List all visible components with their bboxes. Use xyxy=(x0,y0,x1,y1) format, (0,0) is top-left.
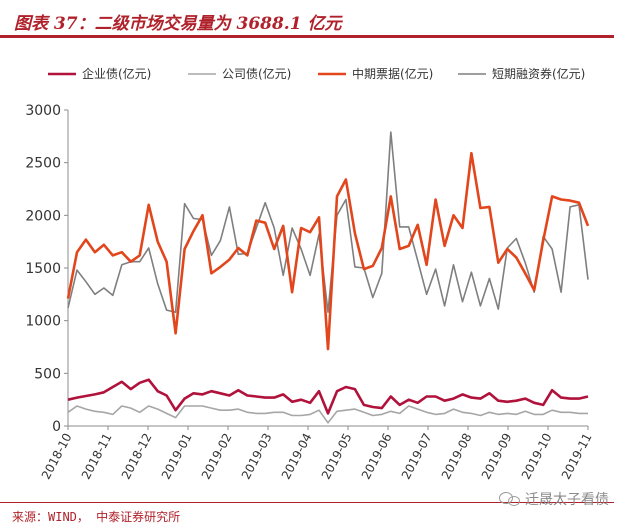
x-tick-label: 2019-06 xyxy=(359,431,395,482)
figure-title: 图表 37：二级市场交易量为 3688.1 亿元 xyxy=(14,14,342,34)
y-tick-label: 1500 xyxy=(25,261,61,277)
series-line-0 xyxy=(67,378,589,415)
series-line-3 xyxy=(67,131,589,314)
watermark-text: 迁晟太子看债 xyxy=(525,492,609,508)
source-note: 来源：WIND， 中泰证券研究所 xyxy=(12,510,181,524)
x-tick-label: 2019-01 xyxy=(159,431,195,482)
legend-label: 短期融资券(亿元) xyxy=(492,66,585,81)
x-tick-label: 2019-08 xyxy=(439,431,475,482)
x-tick-label: 2019-03 xyxy=(239,431,275,482)
y-tick-label: 2000 xyxy=(25,208,61,224)
y-tick-label: 1000 xyxy=(25,314,61,330)
legend-label: 中期票据(亿元) xyxy=(352,66,433,81)
x-tick-label: 2018-11 xyxy=(79,431,115,482)
line-chart: 企业债(亿元) 公司债(亿元) 中期票据(亿元) 短期融资券(亿元) 0 500 1000… xyxy=(25,66,594,482)
wechat-icon xyxy=(499,492,521,506)
x-tick-label: 2018-12 xyxy=(119,431,155,482)
x-tick-label: 2018-10 xyxy=(39,431,75,482)
legend: 企业债(亿元) 公司债(亿元) 中期票据(亿元) 短期融资券(亿元) xyxy=(48,66,585,81)
title-divider xyxy=(0,35,614,38)
y-tick-label: 2500 xyxy=(25,156,61,172)
legend-label: 企业债(亿元) xyxy=(82,66,151,81)
x-tick-label: 2019-05 xyxy=(319,431,355,482)
y-tick-label: 3000 xyxy=(25,103,61,119)
y-tick-label: 0 xyxy=(52,419,61,435)
x-tick-label: 2019-11 xyxy=(559,431,595,482)
watermark: 迁晟太子看债 xyxy=(499,489,609,509)
x-tick-label: 2019-10 xyxy=(519,431,555,482)
x-tick-label: 2019-04 xyxy=(279,431,315,482)
y-tick-label: 500 xyxy=(34,366,61,382)
legend-label: 公司债(亿元) xyxy=(222,66,291,81)
series-line-2 xyxy=(66,151,590,351)
series-line-1 xyxy=(67,405,588,424)
x-tick-label: 2019-07 xyxy=(399,431,435,482)
source-divider xyxy=(0,502,614,503)
x-tick-label: 2019-02 xyxy=(199,431,235,482)
series-lines xyxy=(66,131,590,424)
x-tick-label: 2019-09 xyxy=(479,431,515,482)
